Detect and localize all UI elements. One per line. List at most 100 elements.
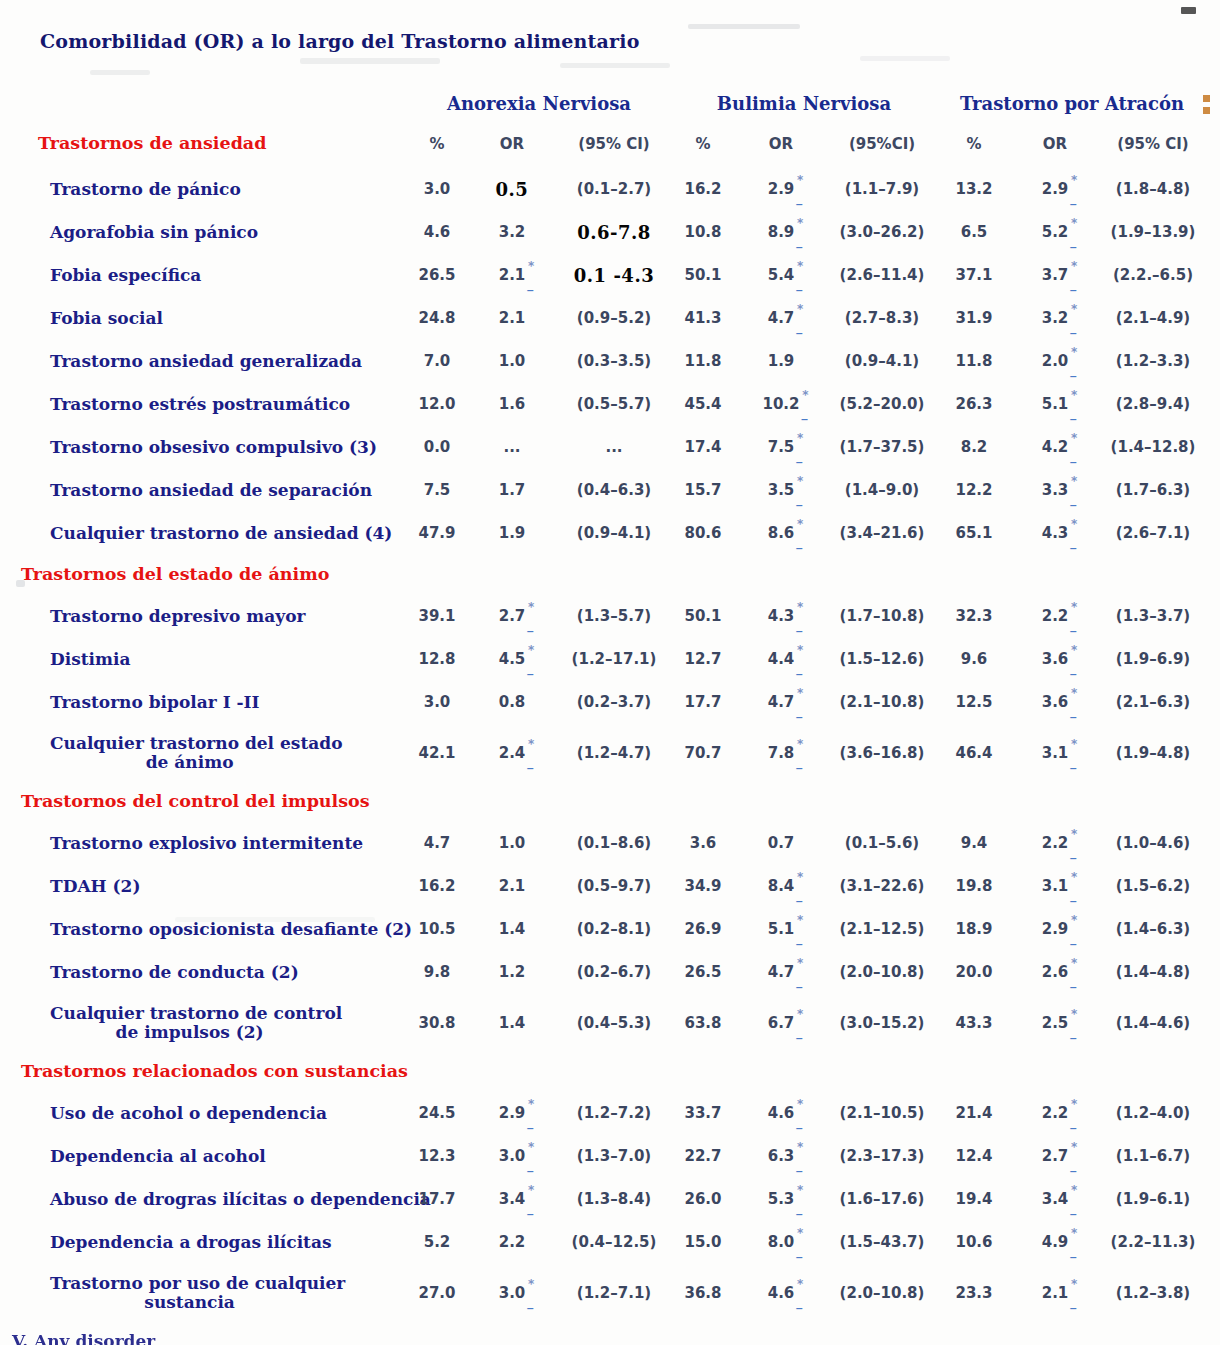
cell-bed-ci: (1.3–3.7) xyxy=(1100,609,1206,624)
cell-bn-ci: (2.7–8.3) xyxy=(826,311,938,326)
significance-star: * xyxy=(1071,687,1077,699)
underscore-mark: _ xyxy=(1070,846,1076,858)
cell-bed-ci: (1.2–3.3) xyxy=(1100,354,1206,369)
cell-bn-ci: (5.2–20.0) xyxy=(826,397,938,412)
cell-an-pct: 7.0 xyxy=(408,354,466,369)
underscore-mark: _ xyxy=(1070,1026,1076,1038)
cell-an-pct: 5.2 xyxy=(408,1235,466,1250)
cell-bed-or: 2.1*_ xyxy=(1010,1286,1100,1301)
cell-bn-or: 7.8*_ xyxy=(736,746,826,761)
underscore-mark: _ xyxy=(527,278,533,290)
underscore-mark: _ xyxy=(1070,1245,1076,1257)
cell-bed-ci: (1.2–3.8) xyxy=(1100,1286,1206,1301)
cell-bed-pct: 8.2 xyxy=(938,440,1010,455)
underscore-mark: _ xyxy=(1070,975,1076,987)
underscore-mark: _ xyxy=(527,1159,533,1171)
cell-bn-pct: 22.7 xyxy=(670,1149,736,1164)
underscore-mark: _ xyxy=(1070,1296,1076,1308)
cell-bn-or: 3.5*_ xyxy=(736,483,826,498)
cell-bn-pct: 15.7 xyxy=(670,483,736,498)
cell-an-pct: 39.1 xyxy=(408,609,466,624)
cell-an-ci: (0.9–4.1) xyxy=(558,526,670,541)
significance-star: * xyxy=(797,1008,803,1020)
cell-bn-ci: (2.3–17.3) xyxy=(826,1149,938,1164)
cell-bed-ci: (1.4–12.8) xyxy=(1100,440,1206,455)
cell-an-pct: 4.6 xyxy=(408,225,466,240)
cell-bed-pct: 65.1 xyxy=(938,526,1010,541)
cell-bn-ci: (0.1–5.6) xyxy=(826,836,938,851)
cell-bed-or: 2.6*_ xyxy=(1010,965,1100,980)
underscore-mark: _ xyxy=(1070,450,1076,462)
underscore-mark: _ xyxy=(796,192,802,204)
cell-bed-or: 3.4*_ xyxy=(1010,1192,1100,1207)
underscore-mark: _ xyxy=(1070,493,1076,505)
table-row: Dependencia al acohol12.33.0*_(1.3–7.0)2… xyxy=(6,1135,1214,1178)
significance-star: * xyxy=(1071,346,1077,358)
cell-bed-pct: 19.8 xyxy=(938,879,1010,894)
cell-an-pct: 27.0 xyxy=(408,1286,466,1301)
significance-star: * xyxy=(1071,957,1077,969)
cell-bn-ci: (1.5–43.7) xyxy=(826,1235,938,1250)
orange-colon-artifact xyxy=(1203,107,1210,114)
cell-an-or: 3.2 xyxy=(466,225,558,240)
cell-an-ci: (1.3–7.0) xyxy=(558,1149,670,1164)
cell-an-pct: 24.5 xyxy=(408,1106,466,1121)
cell-an-or: 1.4 xyxy=(466,1016,558,1031)
cell-bn-pct: 12.7 xyxy=(670,652,736,667)
significance-star: * xyxy=(797,260,803,272)
significance-star: * xyxy=(797,1141,803,1153)
cell-bed-ci: (1.2–4.0) xyxy=(1100,1106,1206,1121)
underscore-mark: _ xyxy=(1070,889,1076,901)
cell-bn-ci: (1.4–9.0) xyxy=(826,483,938,498)
row-label: Cualquier trastorno de ansiedad (4) xyxy=(6,524,408,543)
significance-star: * xyxy=(1071,601,1077,613)
significance-star: * xyxy=(802,389,808,401)
row-label: Uso de acohol o dependencia xyxy=(6,1104,408,1123)
underscore-mark: _ xyxy=(1070,1202,1076,1214)
col-header-an-or: OR xyxy=(466,135,558,153)
row-label: Fobia social xyxy=(6,309,408,328)
scan-smudge xyxy=(300,58,440,64)
cell-bed-pct: 26.3 xyxy=(938,397,1010,412)
cell-bed-or: 3.6*_ xyxy=(1010,652,1100,667)
significance-star: * xyxy=(1071,1184,1077,1196)
cell-bn-ci: (3.1–22.6) xyxy=(826,879,938,894)
significance-star: * xyxy=(1071,871,1077,883)
significance-star: * xyxy=(528,601,534,613)
cell-bn-or: 4.7*_ xyxy=(736,695,826,710)
significance-star: * xyxy=(1071,738,1077,750)
row-label-line2: sustancia xyxy=(50,1293,329,1312)
underscore-mark: _ xyxy=(796,619,802,631)
cell-an-pct: 3.0 xyxy=(408,182,466,197)
cell-bed-ci: (1.1–6.7) xyxy=(1100,1149,1206,1164)
underscore-mark: _ xyxy=(796,1296,802,1308)
scan-smudge xyxy=(560,63,670,68)
significance-star: * xyxy=(797,475,803,487)
table-row: Trastorno de conducta (2)9.81.2(0.2–6.7)… xyxy=(6,951,1214,994)
cell-bed-pct: 37.1 xyxy=(938,268,1010,283)
cell-bn-pct: 26.0 xyxy=(670,1192,736,1207)
row-label: Cualquier trastorno del estadode ánimo xyxy=(6,734,408,772)
significance-star: * xyxy=(528,644,534,656)
cell-bn-ci: (1.7–10.8) xyxy=(826,609,938,624)
cell-an-ci: (1.3–5.7) xyxy=(558,609,670,624)
cell-an-or: 1.7 xyxy=(466,483,558,498)
table-row: Trastorno por uso de cualquiersustancia2… xyxy=(6,1264,1214,1322)
significance-star: * xyxy=(528,1184,534,1196)
cell-bed-pct: 31.9 xyxy=(938,311,1010,326)
table-row: Cualquier trastorno del estadode ánimo42… xyxy=(6,724,1214,782)
cell-an-or: 3.0*_ xyxy=(466,1286,558,1301)
cell-bed-ci: (1.4–6.3) xyxy=(1100,922,1206,937)
cell-bed-or: 4.2*_ xyxy=(1010,440,1100,455)
underscore-mark: _ xyxy=(527,1202,533,1214)
cell-an-or: 2.7*_ xyxy=(466,609,558,624)
cell-bn-pct: 15.0 xyxy=(670,1235,736,1250)
row-label: Trastorno ansiedad de separación xyxy=(6,481,408,500)
cell-bn-ci: (1.7–37.5) xyxy=(826,440,938,455)
cell-an-ci: (0.2–8.1) xyxy=(558,922,670,937)
underscore-mark: _ xyxy=(1070,662,1076,674)
cell-an-ci: (1.3–8.4) xyxy=(558,1192,670,1207)
scan-smudge xyxy=(688,24,800,29)
cell-an-ci: ... xyxy=(558,440,670,455)
underscore-mark: _ xyxy=(796,1116,802,1128)
